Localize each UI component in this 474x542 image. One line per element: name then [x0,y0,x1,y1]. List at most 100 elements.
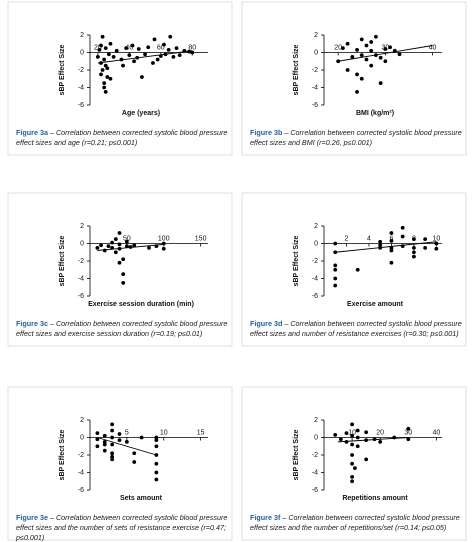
point [355,428,360,433]
trend-line [97,243,164,251]
point [154,435,159,440]
y-tick-label: 2 [80,223,84,230]
point [130,43,135,48]
point [110,428,115,433]
point [364,57,369,62]
point [406,437,411,442]
trend-line [338,45,433,62]
point [168,34,173,39]
point [350,422,354,427]
figure-label: Figure 3b [250,128,283,137]
point [124,46,129,51]
y-tick-label: 0 [80,49,84,56]
point [333,267,338,272]
y-tick-label: -6 [312,487,318,494]
point [166,47,171,52]
panel-frame [241,192,467,347]
point [340,46,345,51]
point [388,45,392,50]
point [100,68,105,72]
point [350,54,355,59]
x-axis-title: Repetitions amount [342,495,408,502]
y-axis-title: sBP Effect Size [59,429,66,480]
point [132,243,137,248]
point [359,53,364,58]
x-tick-label: 150 [195,235,207,242]
point [117,231,122,235]
point [162,42,166,47]
point [132,451,137,456]
y-tick-label: 2 [80,32,84,39]
y-axis-title: sBP Effect Size [59,235,66,286]
panel-frame [241,1,467,156]
x-tick-label: 5 [125,429,129,436]
caption: Figure 3c – Correlation between correcte… [16,319,228,339]
x-tick-label: 30 [404,429,412,436]
point [412,245,416,250]
y-axis-title: sBP Effect Size [293,44,300,95]
point [110,442,115,447]
point [117,432,122,436]
point [132,59,136,64]
point [389,238,394,243]
y-tick-label: -6 [78,293,84,300]
y-tick-label: -4 [312,84,318,91]
point [338,437,343,442]
x-tick-label: 6 [389,235,393,242]
y-tick-label: -6 [78,487,84,494]
trend-line [97,437,157,456]
point [369,63,374,68]
point [355,47,359,52]
x-axis-title: Exercise session duration (min) [88,301,194,308]
point [152,37,157,42]
point [333,432,338,437]
point [95,444,100,449]
y-tick-label: 2 [80,417,84,424]
point [350,453,354,457]
caption: Figure 3f – Correlation between correcte… [250,513,462,533]
y-axis-title: sBP Effect Size [59,44,66,95]
x-axis-title: Sets amount [120,495,163,502]
y-tick-label: -2 [78,452,84,459]
point [355,72,359,77]
x-tick-label: 60 [157,44,165,51]
x-tick-label: 20 [376,429,384,436]
y-tick-label: 0 [314,240,318,247]
point [400,225,405,230]
point [117,260,122,265]
x-tick-label: 100 [158,235,170,242]
point [124,439,129,444]
point [124,244,129,249]
point [412,254,416,259]
figure-label: Figure 3a [16,128,48,137]
point [369,48,374,53]
caption-text: – Correlation between corrected systolic… [16,513,228,542]
point [95,437,100,442]
point [333,276,338,281]
x-tick-label: 40 [432,429,440,436]
point [140,75,144,79]
point [121,280,126,285]
point [434,241,439,246]
y-tick-label: 0 [314,434,318,441]
point [102,81,107,86]
point [383,47,388,51]
point [102,442,107,447]
point [106,244,111,249]
point [378,55,383,60]
caption-text: – Correlation between corrected systolic… [16,319,228,338]
point [171,54,176,59]
y-tick-label: 0 [80,434,84,441]
point [353,466,357,471]
x-tick-label: 40 [429,44,437,51]
trend-line [338,437,409,443]
figure-label: Figure 3c [16,319,48,328]
y-tick-label: -2 [312,452,318,459]
x-tick-label: 20 [94,44,102,51]
x-tick-label: 10 [160,429,168,436]
y-tick-label: -6 [312,102,318,109]
point [389,248,394,253]
point [345,68,350,72]
